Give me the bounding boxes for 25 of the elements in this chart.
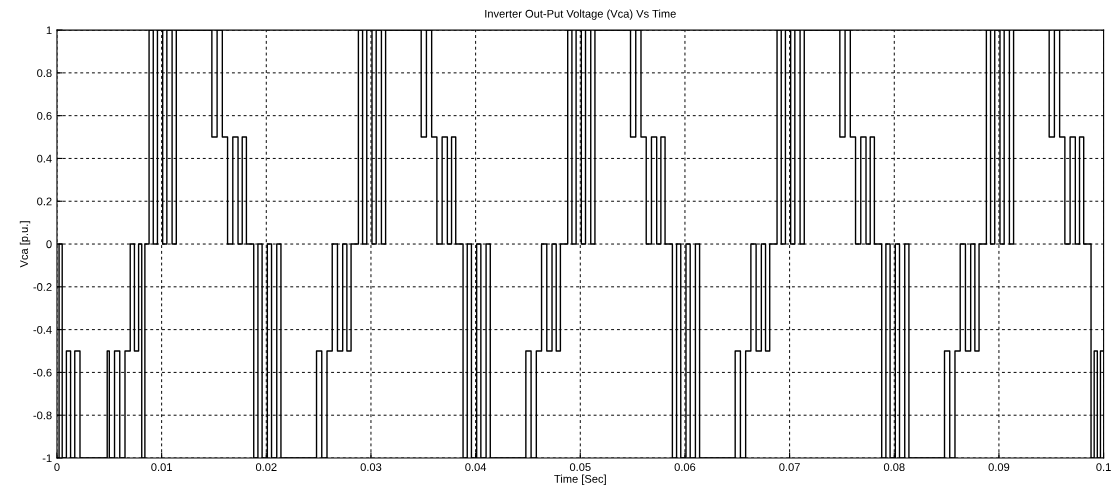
y-tick-label: 0.6	[37, 111, 52, 120]
y-tick-label: 1	[46, 26, 52, 35]
y-tick-label: -0.6	[33, 368, 52, 377]
x-tick-label: 0.03	[360, 463, 382, 472]
y-tick-label: 0.4	[37, 154, 52, 163]
y-tick-label: -0.4	[33, 325, 52, 334]
y-tick-label: 0.8	[37, 69, 52, 77]
x-tick-label: 0.07	[779, 463, 800, 472]
y-tick-label: 0	[46, 240, 52, 249]
y-tick-label: -1	[42, 454, 52, 463]
x-tick-label: 0.06	[674, 463, 696, 472]
chart-title: Inverter Out-Put Voltage (Vca) Vs Time	[485, 9, 676, 20]
x-tick-label: 0.08	[883, 463, 905, 472]
x-tick-label: 0.1	[1096, 463, 1111, 472]
y-tick-label: -0.8	[33, 411, 52, 420]
x-tick-label: 0.09	[988, 463, 1010, 472]
x-tick-label: 0.01	[151, 463, 172, 472]
x-tick-label: 0.05	[569, 463, 591, 472]
x-tick-label: 0.04	[465, 463, 487, 472]
y-tick-label: -0.2	[33, 283, 52, 291]
x-axis-title: Time [Sec]	[554, 474, 606, 485]
x-tick-label: 0	[54, 463, 60, 472]
y-axis-title: Vca [p.u.]	[19, 221, 31, 268]
x-tick-label: 0.02	[255, 463, 277, 472]
y-tick-label: 0.2	[37, 197, 52, 206]
